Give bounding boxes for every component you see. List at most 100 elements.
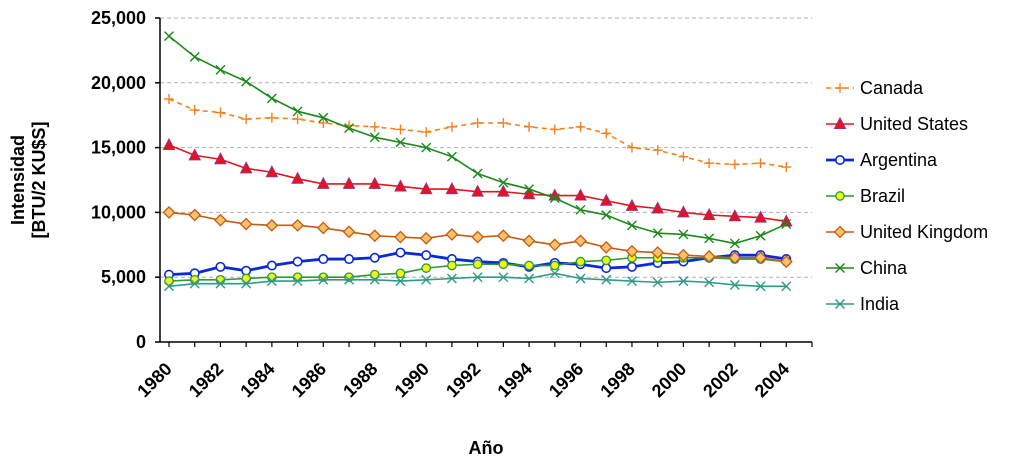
data-point-united-states <box>677 205 690 218</box>
data-point-united-kingdom <box>728 251 742 265</box>
x-tick-label: 2002 <box>699 359 741 401</box>
data-point-brazil <box>601 255 612 266</box>
data-point-china <box>472 168 483 179</box>
legend-label: Canada <box>860 78 924 98</box>
data-point-canada <box>524 121 535 132</box>
data-point-united-kingdom <box>471 230 485 244</box>
x-tick-label: 1988 <box>339 359 381 401</box>
data-point-united-states <box>265 165 279 178</box>
data-point-china <box>292 106 303 117</box>
legend-label: Argentina <box>860 150 938 170</box>
data-point-united-states <box>394 179 407 192</box>
data-point-brazil <box>472 259 483 270</box>
data-point-united-states <box>162 137 176 151</box>
data-point-brazil <box>447 260 457 271</box>
data-point-united-kingdom <box>316 221 330 235</box>
data-point-united-states <box>239 161 253 174</box>
data-point-india <box>601 274 612 285</box>
legend: Canada United States Argentina Brazil United… <box>826 78 988 314</box>
data-point-united-states <box>651 201 665 214</box>
grid-layer <box>160 17 812 278</box>
data-point-india <box>318 274 329 285</box>
data-point-brazil <box>524 260 534 271</box>
x-tick-label: 1982 <box>185 359 227 401</box>
legend-label: Brazil <box>860 186 905 206</box>
legend-marker <box>834 155 845 166</box>
data-point-brazil <box>549 260 560 271</box>
data-point-china <box>652 228 663 239</box>
data-point-united-states <box>342 176 356 189</box>
data-point-india <box>652 277 663 288</box>
data-point-united-states <box>754 210 767 223</box>
data-point-united-kingdom <box>522 234 536 248</box>
data-point-india <box>241 278 252 289</box>
data-point-canada <box>215 107 226 118</box>
y-tick-label: 0 <box>136 332 146 352</box>
legend-marker <box>833 116 847 129</box>
y-axis-title-line1: Intensidad <box>8 135 28 225</box>
data-point-china <box>241 76 252 87</box>
legend-item-united-states: United States <box>826 114 968 134</box>
data-point-india <box>344 274 355 285</box>
legend-marker <box>833 225 847 239</box>
data-point-brazil <box>395 268 406 279</box>
data-point-united-states <box>445 181 459 195</box>
data-point-united-states <box>522 187 536 200</box>
data-point-united-states <box>316 176 330 189</box>
data-point-united-states <box>188 148 202 161</box>
data-point-canada <box>575 121 586 132</box>
data-point-argentina <box>344 254 355 265</box>
data-point-china <box>781 219 792 230</box>
legend-item-canada: Canada <box>826 78 924 98</box>
x-axis-title: Año <box>469 438 504 458</box>
series-line-united-states <box>168 144 787 223</box>
data-point-canada <box>678 151 689 162</box>
data-point-india <box>755 281 766 292</box>
data-point-china <box>601 209 612 220</box>
data-point-canada <box>472 117 483 128</box>
data-point-united-kingdom <box>496 229 510 243</box>
data-point-united-kingdom <box>342 225 356 239</box>
data-point-united-kingdom <box>239 217 253 231</box>
data-point-china <box>678 229 689 240</box>
y-tick-label: 25,000 <box>91 8 146 28</box>
data-point-argentina <box>395 247 406 258</box>
data-point-canada <box>164 94 175 104</box>
series-line-canada <box>168 98 787 168</box>
y-tick-label: 15,000 <box>91 138 146 158</box>
data-point-india <box>215 278 226 289</box>
data-point-canada <box>395 124 406 135</box>
data-point-india <box>189 278 200 289</box>
data-point-united-states <box>214 152 227 165</box>
data-point-argentina <box>369 252 380 263</box>
legend-item-india: India <box>826 294 900 314</box>
x-tick-label: 1998 <box>596 359 638 401</box>
y-tick-label: 10,000 <box>91 202 146 222</box>
x-tick-label: 1994 <box>493 359 535 401</box>
data-point-india <box>421 274 432 285</box>
data-point-united-states <box>625 198 639 211</box>
data-point-china <box>164 31 174 42</box>
x-tick-label: 2000 <box>648 359 690 401</box>
data-point-china <box>266 93 277 104</box>
legend-marker <box>835 263 845 273</box>
data-point-united-states <box>728 209 742 222</box>
data-point-india <box>678 276 689 287</box>
legend-label: China <box>860 258 908 278</box>
data-point-china <box>729 238 740 249</box>
data-point-canada <box>446 121 457 132</box>
data-point-united-kingdom <box>291 218 305 232</box>
legend-item-china: China <box>826 258 908 278</box>
data-point-canada <box>729 159 740 170</box>
data-point-argentina <box>215 261 226 272</box>
data-point-united-kingdom <box>625 244 639 258</box>
legend-label: United Kingdom <box>860 222 988 242</box>
data-point-united-kingdom <box>702 250 716 263</box>
data-point-argentina <box>626 261 637 272</box>
data-point-china <box>344 123 355 134</box>
x-tick-label: 1980 <box>133 359 175 401</box>
data-point-canada <box>652 145 663 156</box>
series-united-states <box>162 137 793 227</box>
data-point-india <box>498 272 509 283</box>
legend-marker <box>835 83 845 93</box>
